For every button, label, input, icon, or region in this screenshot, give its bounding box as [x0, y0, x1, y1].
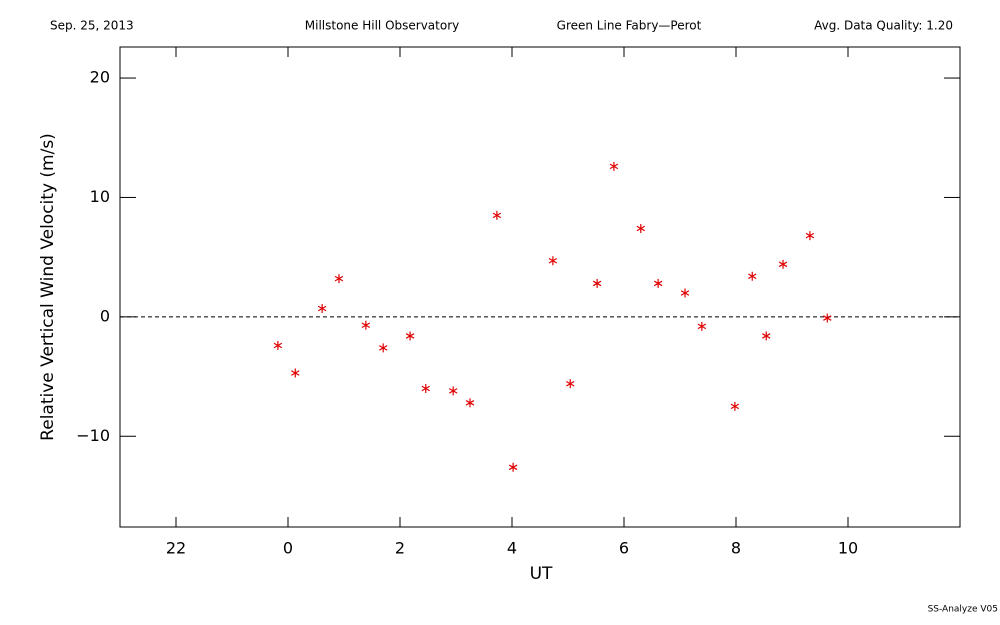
- data-point: [548, 256, 558, 266]
- data-point: [730, 401, 740, 411]
- marker-stroke: [405, 333, 415, 339]
- data-point: [805, 231, 815, 241]
- header-instrument: Green Line Fabry—Perot: [557, 19, 702, 33]
- marker-stroke: [291, 370, 300, 376]
- marker-stroke: [609, 163, 619, 170]
- y-axis-label: Relative Vertical Wind Velocity (m/s): [38, 133, 58, 441]
- x-axis-label: UT: [530, 564, 553, 584]
- marker-stroke: [361, 322, 371, 328]
- data-point: [636, 223, 646, 233]
- marker-stroke: [317, 305, 327, 312]
- data-point: [680, 288, 690, 298]
- marker-stroke: [748, 273, 757, 280]
- data-point: [609, 161, 619, 171]
- data-point: [762, 331, 771, 341]
- data-point: [697, 321, 707, 331]
- marker-stroke: [421, 385, 430, 392]
- y-tick-label: 10: [90, 187, 110, 206]
- header-quality: Avg. Data Quality: 1.20: [814, 19, 953, 33]
- x-tick-label: 8: [731, 539, 741, 558]
- data-point: [778, 259, 788, 269]
- header-date: Sep. 25, 2013: [50, 19, 134, 33]
- marker-stroke: [378, 345, 388, 351]
- marker-stroke: [805, 232, 815, 239]
- marker-stroke: [508, 464, 518, 471]
- data-point: [448, 386, 458, 396]
- x-tick-label: 22: [166, 539, 186, 558]
- marker-stroke: [592, 280, 602, 287]
- data-point: [334, 274, 344, 284]
- data-point: [592, 278, 602, 288]
- y-tick-label: 20: [90, 68, 110, 87]
- marker-stroke: [448, 388, 458, 394]
- data-point: [492, 210, 502, 220]
- x-tick-label: 4: [507, 539, 517, 558]
- marker-stroke: [823, 315, 832, 321]
- data-point: [405, 331, 415, 341]
- data-point: [317, 303, 327, 313]
- marker-stroke: [697, 323, 707, 330]
- header-observatory: Millstone Hill Observatory: [305, 19, 459, 33]
- data-point: [273, 341, 283, 351]
- marker-stroke: [653, 280, 663, 287]
- marker-stroke: [465, 400, 475, 406]
- footer: SS-Analyze V05: [928, 605, 998, 615]
- marker-stroke: [778, 261, 788, 268]
- marker-stroke: [548, 257, 558, 264]
- data-point: [421, 383, 430, 393]
- data-point: [653, 278, 663, 288]
- x-tick-label: 10: [838, 539, 858, 558]
- x-tick-label: 0: [283, 539, 293, 558]
- data-point: [748, 271, 757, 281]
- data-point: [465, 398, 475, 408]
- data-point: [291, 368, 300, 378]
- marker-stroke: [566, 380, 575, 387]
- y-tick-label: −10: [76, 426, 110, 445]
- marker-stroke: [273, 342, 283, 349]
- y-tick-label: 0: [100, 306, 110, 325]
- marker-stroke: [492, 212, 502, 219]
- data-point: [823, 313, 832, 323]
- marker-stroke: [762, 333, 771, 339]
- data-point: [378, 343, 388, 353]
- marker-stroke: [334, 275, 344, 282]
- plot-frame: [119, 46, 961, 528]
- marker-stroke: [680, 290, 690, 296]
- x-tick-label: 6: [619, 539, 629, 558]
- data-point: [361, 320, 371, 330]
- x-tick-label: 2: [395, 539, 405, 558]
- marker-stroke: [636, 225, 646, 232]
- marker-stroke: [730, 403, 740, 410]
- data-point: [566, 379, 575, 389]
- data-point: [508, 462, 518, 472]
